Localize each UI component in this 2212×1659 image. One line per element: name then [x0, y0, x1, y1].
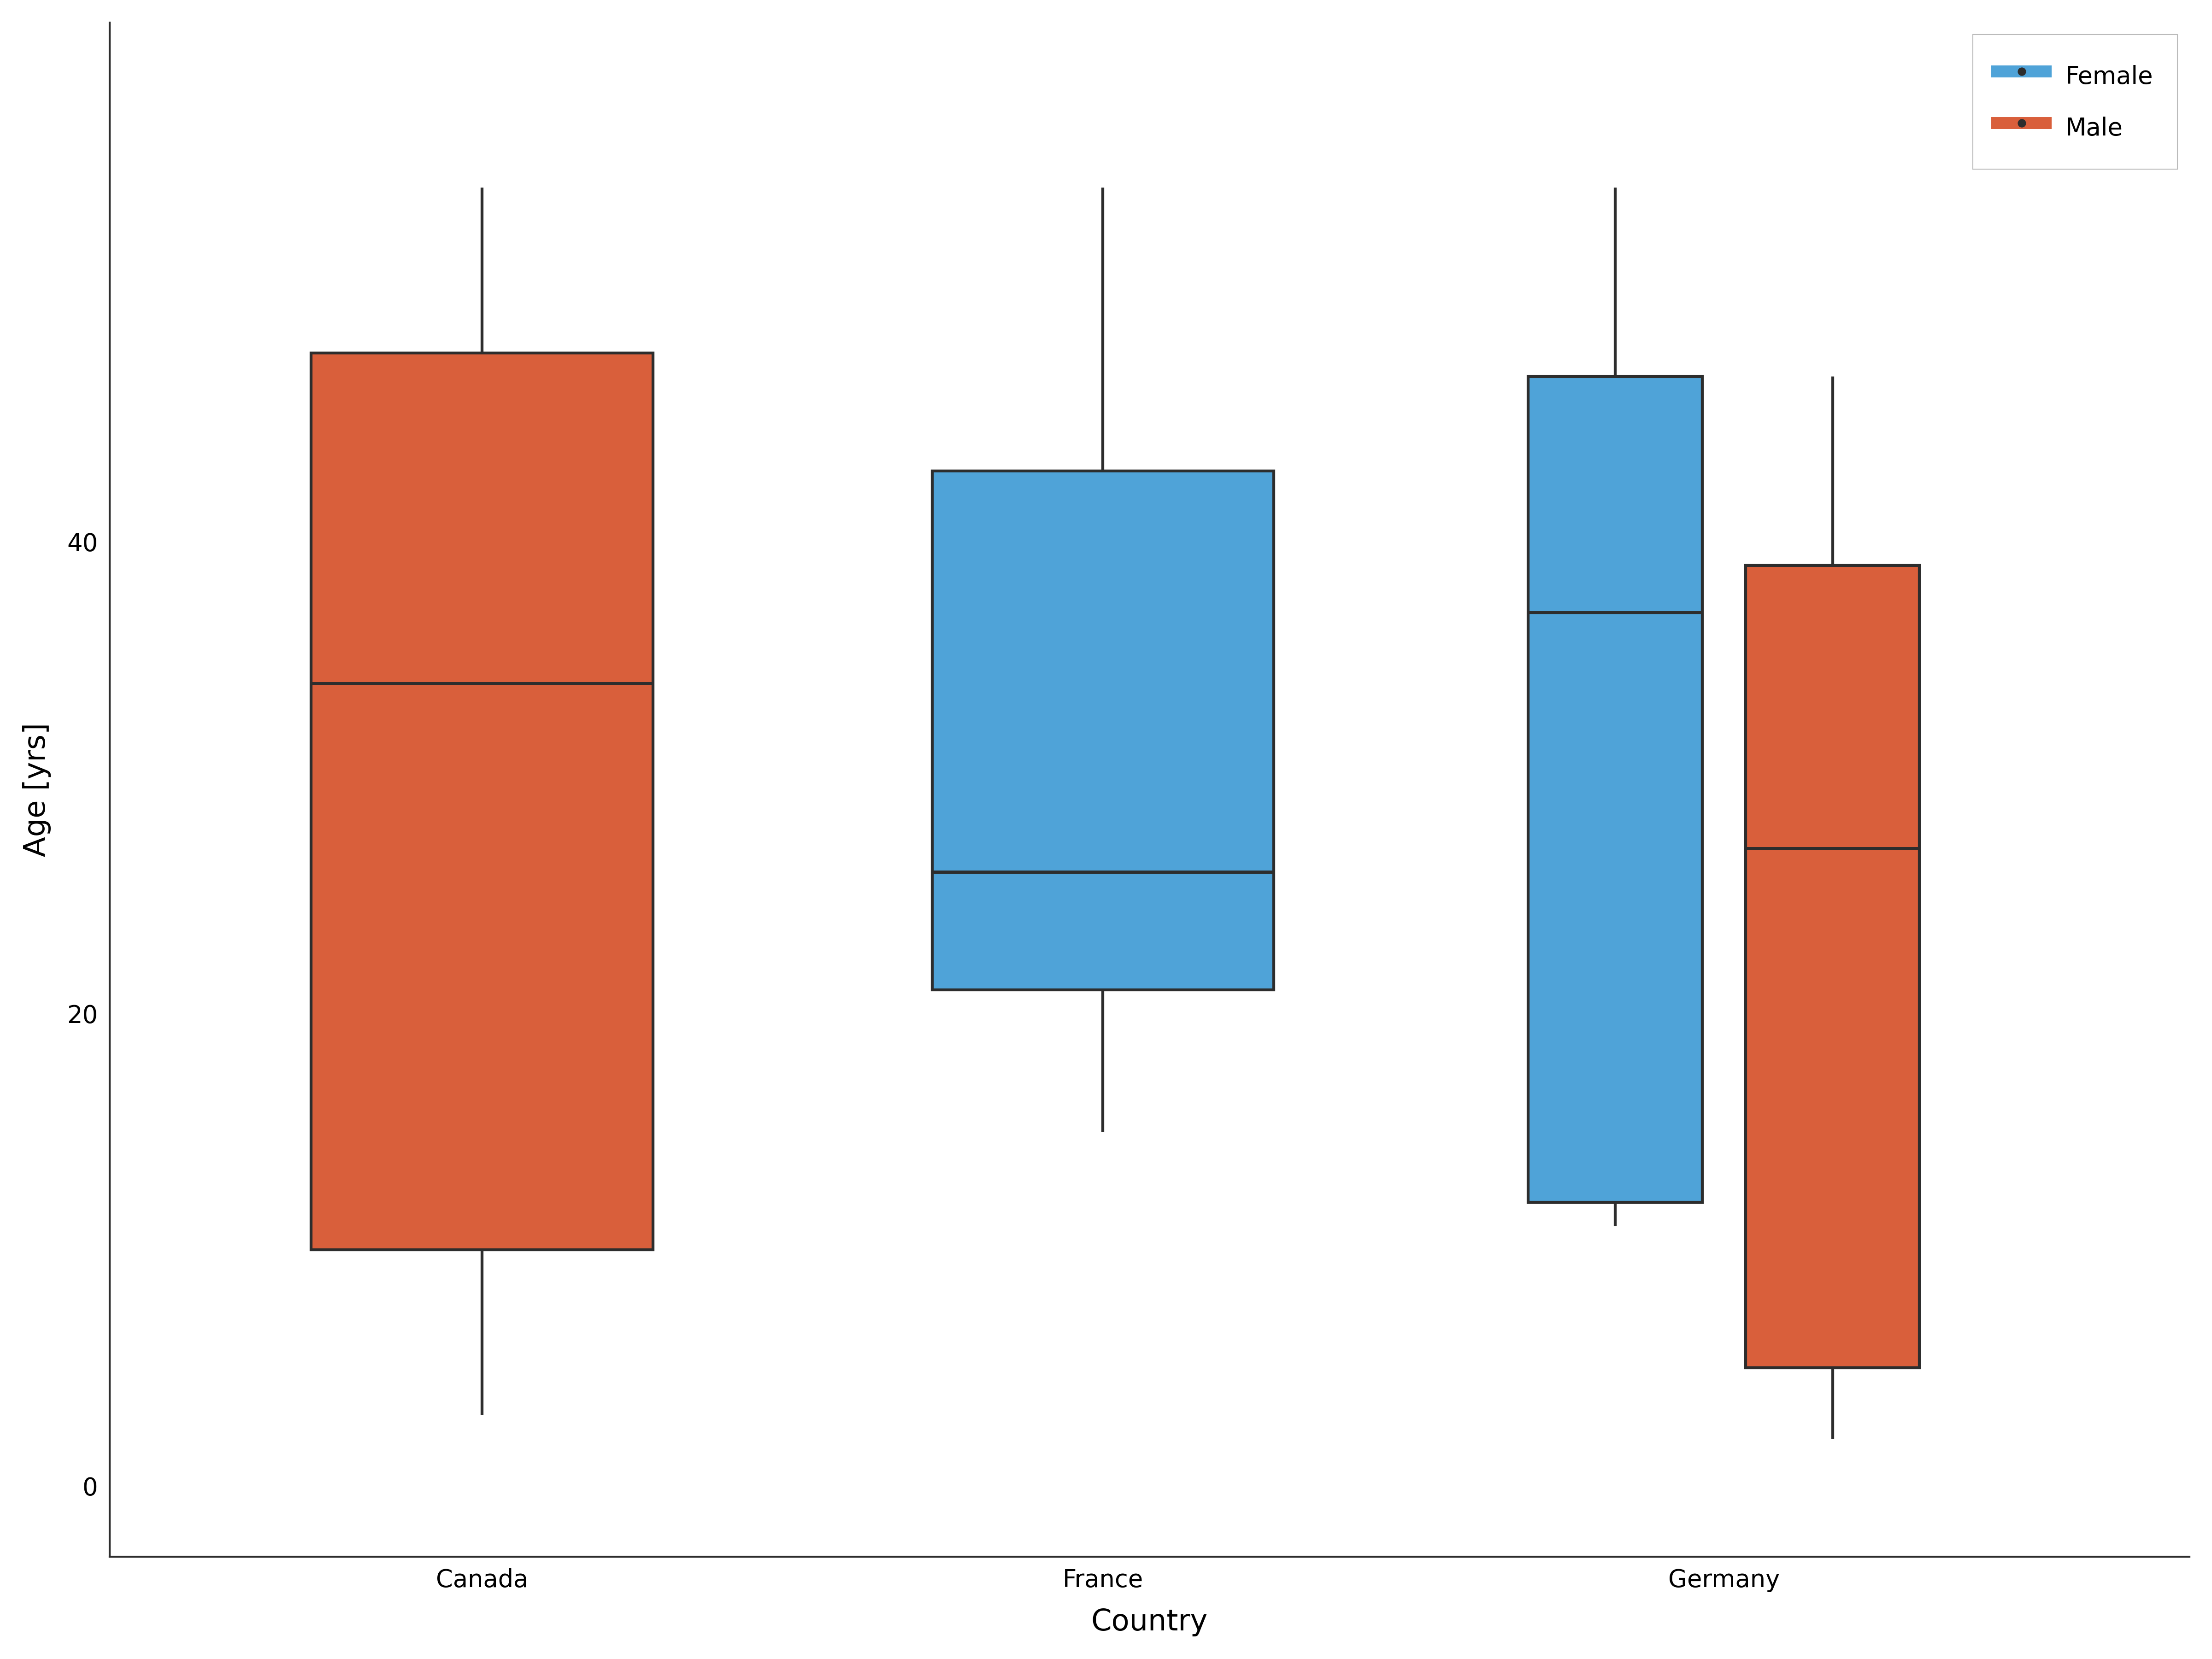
Bar: [931, 471, 1274, 990]
Y-axis label: Age [yrs]: Age [yrs]: [22, 722, 51, 856]
Bar: [1528, 377, 1703, 1203]
Legend: Female, Male: Female, Male: [1973, 35, 2177, 169]
Bar: [312, 353, 653, 1249]
Bar: [1745, 566, 1920, 1367]
X-axis label: Country: Country: [1091, 1608, 1208, 1636]
